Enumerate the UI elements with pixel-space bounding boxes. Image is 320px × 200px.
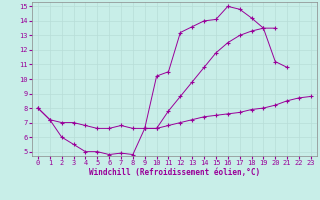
X-axis label: Windchill (Refroidissement éolien,°C): Windchill (Refroidissement éolien,°C) xyxy=(89,168,260,177)
